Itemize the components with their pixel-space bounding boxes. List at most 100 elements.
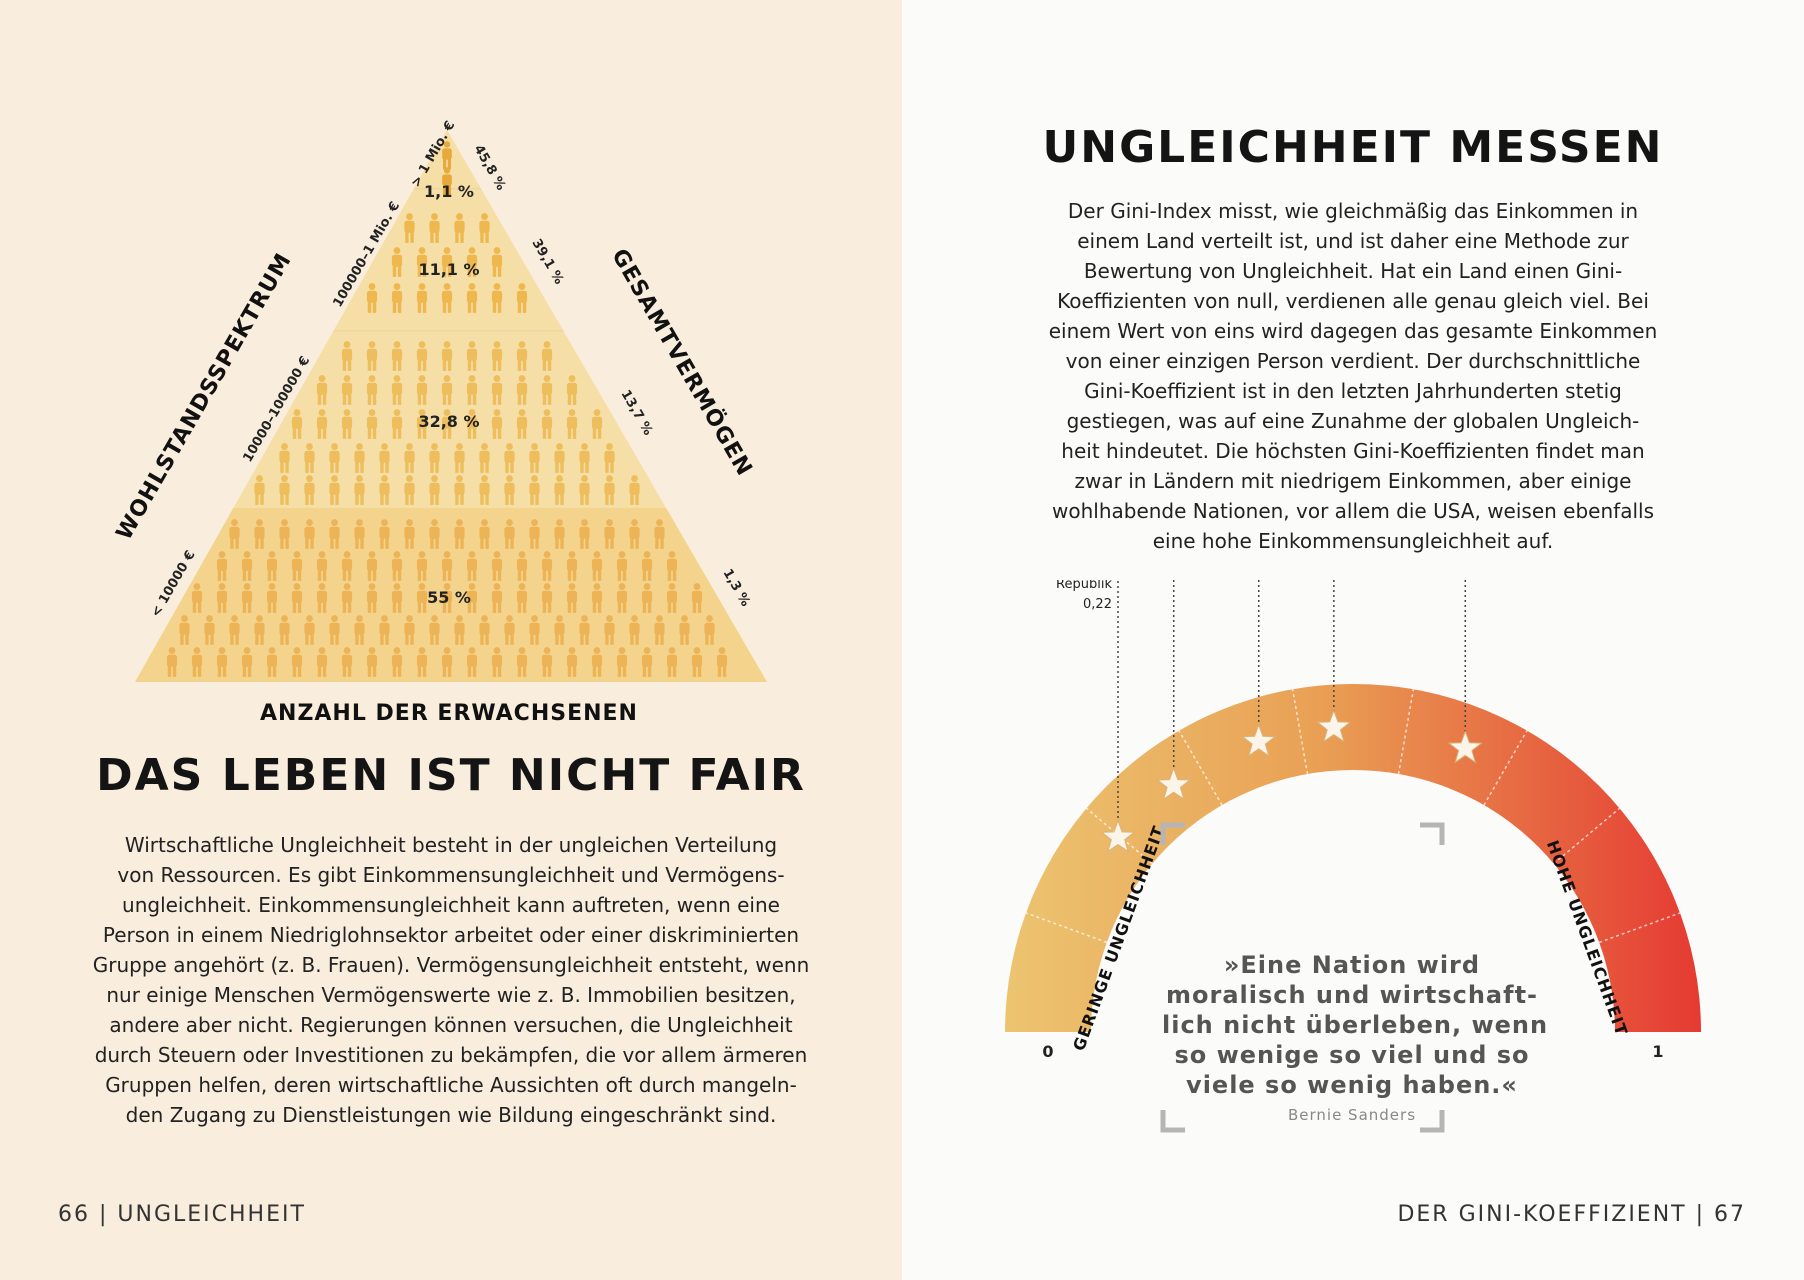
person-icon bbox=[316, 583, 328, 613]
person-icon bbox=[541, 647, 553, 677]
person-icon bbox=[466, 647, 478, 677]
person-icon bbox=[466, 283, 478, 313]
person-icon bbox=[391, 247, 403, 277]
person-icon bbox=[491, 375, 503, 405]
gauge-divider bbox=[1025, 912, 1108, 944]
left-footer: 66 | UNGLEICHHEIT bbox=[58, 1202, 306, 1227]
person-icon bbox=[454, 615, 465, 645]
text-line: den Zugang zu Dienstleistungen wie Bildu… bbox=[125, 1103, 777, 1127]
right-page-title: UNGLEICHHEIT MESSEN bbox=[1042, 122, 1664, 173]
wealth-pyramid: 1,1 % 11,1 % 32,8 % 55 % > 1 Mio. € 1000… bbox=[112, 119, 767, 726]
person-icon bbox=[441, 409, 453, 439]
person-icon bbox=[429, 475, 440, 505]
tier-adults-2: 11,1 % bbox=[418, 260, 479, 279]
person-figures bbox=[166, 141, 728, 677]
gini-star-marker bbox=[1156, 766, 1192, 801]
person-icon bbox=[366, 647, 378, 677]
person-icon bbox=[504, 443, 515, 473]
person-icon bbox=[604, 475, 615, 505]
person-icon bbox=[704, 615, 715, 645]
person-icon bbox=[442, 167, 452, 196]
person-icon bbox=[516, 375, 528, 405]
person-icon bbox=[641, 551, 653, 581]
text-line: Der Gini-Index misst, wie gleichmäßig da… bbox=[1067, 199, 1639, 223]
quote-author: Bernie Sanders bbox=[1287, 1106, 1417, 1124]
text-line: von Ressourcen. Es gibt Einkommensunglei… bbox=[117, 863, 785, 887]
person-icon bbox=[279, 475, 290, 505]
text-line: von einer einzigen Person verdient. Der … bbox=[1065, 349, 1641, 373]
person-icon bbox=[641, 583, 653, 613]
text-line: einem Wert von eins wird dagegen das ges… bbox=[1048, 319, 1658, 343]
person-icon bbox=[216, 647, 228, 677]
person-icon bbox=[554, 475, 565, 505]
person-icon bbox=[304, 475, 315, 505]
person-icon bbox=[529, 443, 540, 473]
person-icon bbox=[691, 583, 703, 613]
text-line: Koeffizienten von null, verdienen alle g… bbox=[1057, 289, 1649, 313]
person-icon bbox=[391, 283, 403, 313]
person-icon bbox=[616, 647, 628, 677]
text-line: Gruppen helfen, deren wirtschaftliche Au… bbox=[105, 1073, 797, 1097]
person-icon bbox=[191, 647, 203, 677]
person-icon bbox=[479, 213, 490, 243]
person-icon bbox=[454, 475, 465, 505]
person-icon bbox=[416, 551, 428, 581]
person-icon bbox=[266, 583, 278, 613]
person-icon bbox=[616, 583, 628, 613]
person-icon bbox=[466, 375, 478, 405]
person-icon bbox=[341, 551, 353, 581]
person-icon bbox=[416, 247, 428, 277]
person-icon bbox=[541, 583, 553, 613]
person-icon bbox=[429, 519, 440, 549]
person-icon bbox=[366, 341, 378, 371]
person-icon bbox=[429, 213, 440, 243]
person-icon bbox=[516, 551, 528, 581]
person-icon bbox=[504, 615, 515, 645]
person-icon bbox=[604, 519, 615, 549]
person-icon bbox=[391, 409, 403, 439]
person-icon bbox=[291, 583, 303, 613]
person-icon bbox=[241, 551, 253, 581]
person-icon bbox=[554, 615, 565, 645]
person-icon bbox=[429, 615, 440, 645]
person-icon bbox=[479, 443, 490, 473]
text-line: zwar in Ländern mit niedrigem Einkommen,… bbox=[1074, 469, 1632, 493]
person-icon bbox=[441, 283, 453, 313]
person-icon bbox=[554, 443, 565, 473]
person-icon bbox=[266, 551, 278, 581]
person-icon bbox=[491, 341, 503, 371]
person-icon bbox=[341, 583, 353, 613]
person-icon bbox=[316, 375, 328, 405]
person-icon bbox=[291, 551, 303, 581]
person-icon bbox=[441, 375, 453, 405]
text-line: gestiegen, was auf eine Zunahme der glob… bbox=[1066, 409, 1640, 433]
person-icon bbox=[579, 475, 590, 505]
person-icon bbox=[254, 615, 265, 645]
person-icon bbox=[666, 583, 678, 613]
person-icon bbox=[491, 409, 503, 439]
person-icon bbox=[254, 475, 265, 505]
person-icon bbox=[566, 409, 578, 439]
person-icon bbox=[591, 583, 603, 613]
gini-star-marker bbox=[1316, 709, 1352, 743]
person-icon bbox=[316, 647, 328, 677]
text-line: durch Steuern oder Investitionen zu bekä… bbox=[94, 1043, 808, 1067]
person-icon bbox=[454, 213, 465, 243]
tier-share-3: 13,7 % bbox=[618, 388, 656, 438]
quote-line: moralisch und wirtschaft- bbox=[1165, 981, 1538, 1009]
person-icon bbox=[241, 647, 253, 677]
person-icon bbox=[491, 551, 503, 581]
person-icon bbox=[679, 615, 690, 645]
quote-frame bbox=[1160, 822, 1445, 1133]
person-icon bbox=[341, 341, 353, 371]
tier-band-2 bbox=[135, 330, 767, 332]
person-icon bbox=[479, 519, 490, 549]
text-line: Bewertung von Ungleichheit. Hat ein Land… bbox=[1083, 259, 1623, 283]
person-icon bbox=[391, 375, 403, 405]
person-icon bbox=[379, 615, 390, 645]
person-icon bbox=[404, 475, 415, 505]
person-icon bbox=[366, 583, 378, 613]
person-icon bbox=[466, 341, 478, 371]
right-page bbox=[902, 0, 1804, 1280]
person-icon bbox=[479, 615, 490, 645]
